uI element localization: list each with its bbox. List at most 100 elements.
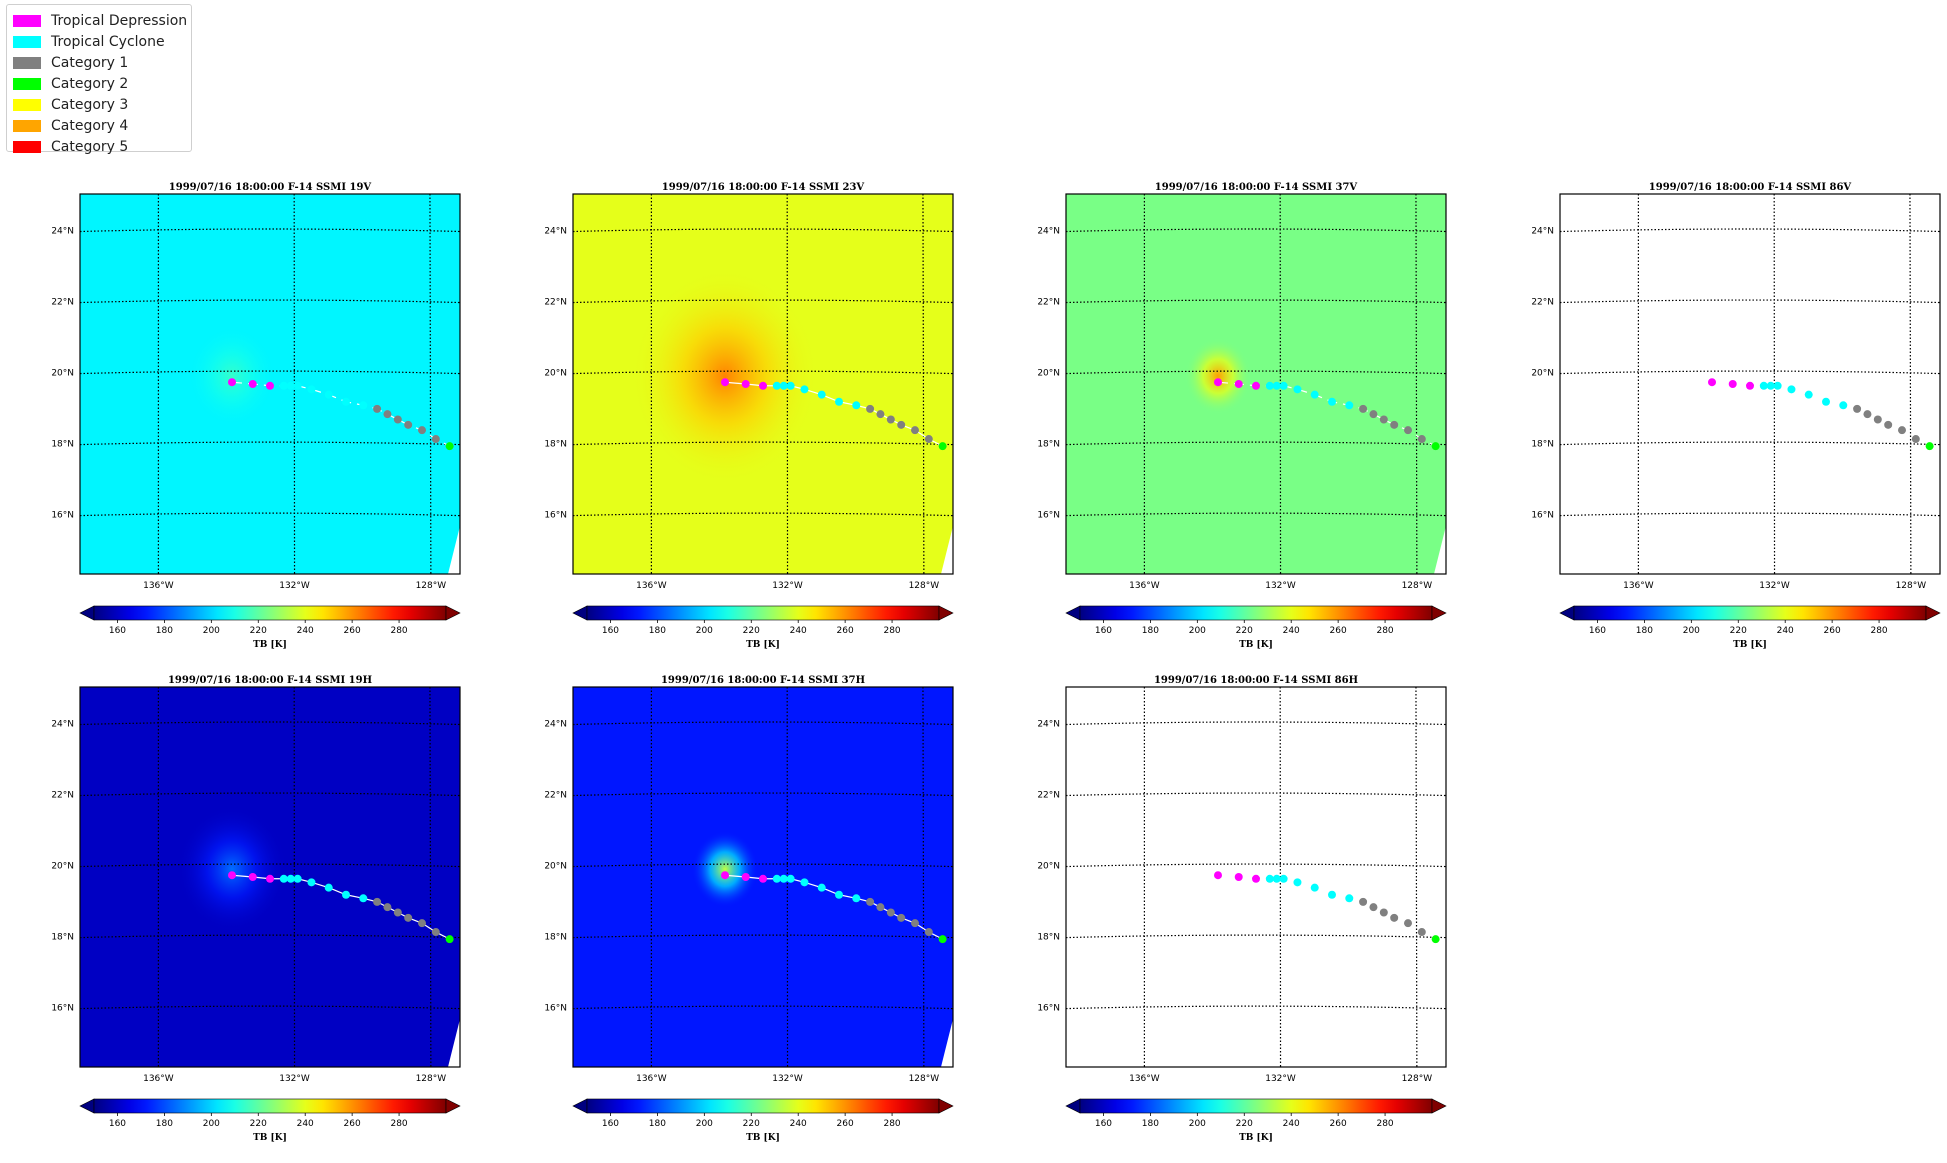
colorbar-extend-high [939,606,953,620]
track-point [1369,903,1377,911]
colorbar-extend-high [1432,1099,1446,1113]
legend-label: Tropical Cyclone [51,34,165,50]
colorbar-tick-label: 160 [1589,626,1606,636]
track-point [287,875,295,883]
colorbar-bar [94,606,446,620]
lon-tick-label: 136°W [1129,581,1160,591]
lat-tick-label: 16°N [544,511,567,521]
track-point [359,894,367,902]
track-point [773,875,781,883]
track-point [446,935,454,943]
colorbar-label: TB [K] [253,1133,287,1143]
colorbar-extend-low [1066,606,1080,620]
lat-tick-label: 16°N [544,1004,567,1014]
track-point [780,875,788,883]
map-panel-svg: 1999/07/16 18:00:00 F-14 SSMI 23V16°N18°… [529,180,999,670]
lat-tick-label: 24°N [51,720,74,730]
colorbar-tick-label: 260 [837,1119,854,1129]
track-point [1280,382,1288,390]
lat-tick-label: 24°N [544,720,567,730]
colorbar-extend-high [446,606,460,620]
colorbar-tick-label: 280 [1870,626,1887,636]
track-point [307,385,315,393]
track-point [228,871,236,879]
lon-tick-label: 128°W [1402,581,1433,591]
track-point [721,378,729,386]
lat-tick-label: 18°N [1531,440,1554,450]
track-point [939,442,947,450]
colorbar-tick-label: 220 [743,626,760,636]
colorbar-tick-label: 260 [1330,626,1347,636]
storm-core [188,325,276,427]
colorbar-tick-label: 260 [837,626,854,636]
colorbar-tick-label: 180 [649,626,666,636]
colorbar-label: TB [K] [253,640,287,650]
track-point [287,382,295,390]
track-point [1328,398,1336,406]
lat-tick-label: 18°N [51,440,74,450]
track-point [1273,875,1281,883]
legend-item: Category 2 [13,74,128,94]
colorbar-extend-low [573,1099,587,1113]
colorbar-tick-label: 280 [390,626,407,636]
track-point [800,878,808,886]
colorbar-tick-label: 240 [790,1119,807,1129]
track-point [1767,382,1775,390]
colorbar-tick-label: 240 [297,1119,314,1129]
track-point [1432,935,1440,943]
lat-tick-label: 18°N [1037,440,1060,450]
track-point [897,914,905,922]
colorbar-tick-label: 200 [1189,1119,1206,1129]
track-point [1805,391,1813,399]
track-point [342,891,350,899]
track-point [373,405,381,413]
track-point [404,421,412,429]
track-point [325,884,333,892]
track-point [759,382,767,390]
lat-tick-label: 20°N [1531,369,1554,379]
map-panel-svg: 1999/07/16 18:00:00 F-14 SSMI 37H16°N18°… [529,673,999,1163]
track-point [1874,416,1882,424]
colorbar-extend-high [446,1099,460,1113]
track-point [1774,382,1782,390]
track-point [721,871,729,879]
track-point [1729,380,1737,388]
colorbar-tick-label: 180 [1142,1119,1159,1129]
lon-tick-label: 128°W [1402,1074,1433,1084]
legend-swatch [13,15,41,27]
lat-tick-label: 20°N [544,369,567,379]
track-point [383,410,391,418]
colorbar-tick-label: 200 [696,1119,713,1129]
lat-tick-label: 16°N [51,511,74,521]
panel-title: 1999/07/16 18:00:00 F-14 SSMI 86V [1649,182,1852,193]
track-point [294,382,302,390]
legend-item: Category 3 [13,95,128,115]
plot-area [1066,687,1446,1067]
legend-swatch [13,99,41,111]
lon-tick-label: 136°W [1129,1074,1160,1084]
track-point [280,875,288,883]
legend-label: Category 3 [51,97,128,113]
lon-tick-label: 132°W [279,581,310,591]
track-point [1787,385,1795,393]
map-panel-svg: 1999/07/16 18:00:00 F-14 SSMI 19H16°N18°… [36,673,506,1163]
track-point [887,416,895,424]
lat-tick-label: 20°N [544,862,567,872]
track-point [852,401,860,409]
track-point [249,873,257,881]
track-point [897,421,905,429]
panel-title: 1999/07/16 18:00:00 F-14 SSMI 37V [1155,182,1358,193]
track-point [1912,435,1920,443]
legend-swatch [13,120,41,132]
track-point [1252,875,1260,883]
colorbar-tick-label: 260 [1330,1119,1347,1129]
track-point [266,382,274,390]
colorbar-tick-label: 280 [1376,626,1393,636]
track-point [1380,416,1388,424]
track-point [876,903,884,911]
track-point [294,875,302,883]
